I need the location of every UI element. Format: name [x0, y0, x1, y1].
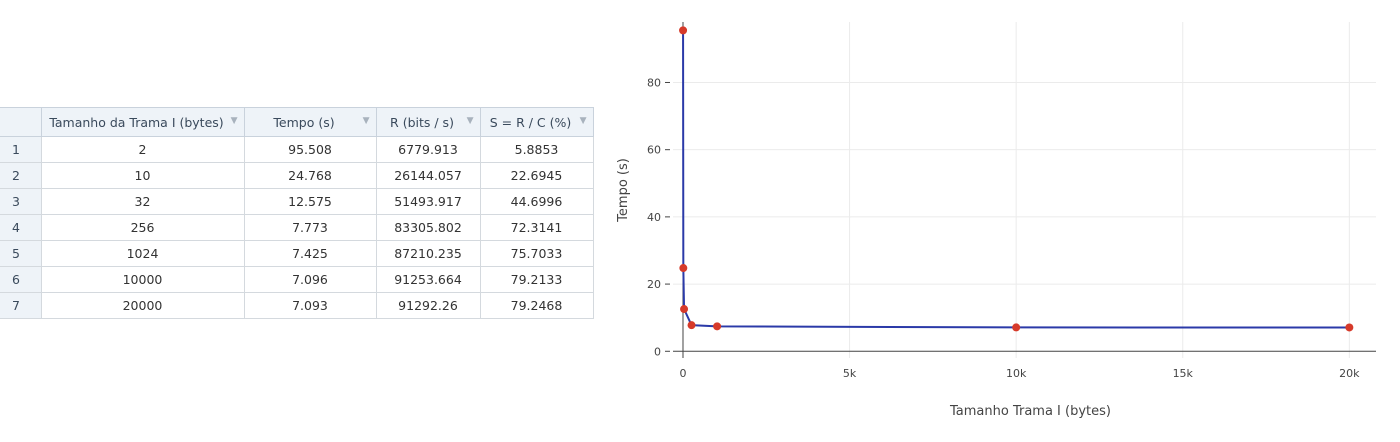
x-tick-label: 5k	[843, 367, 857, 380]
data-point[interactable]	[680, 305, 689, 314]
y-tick-label: 40	[647, 211, 661, 224]
table-row[interactable]: 1 2 95.508 6779.913 5.8853	[0, 136, 594, 163]
y-tick-label: 0	[654, 345, 661, 358]
sort-arrow-icon[interactable]: ▼	[466, 116, 474, 126]
sort-arrow-icon[interactable]: ▼	[230, 116, 238, 126]
row-index: 7	[0, 292, 42, 319]
table-cell[interactable]: 2	[40, 136, 245, 163]
table-cell[interactable]: 83305.802	[375, 214, 481, 241]
column-header-r[interactable]: R (bits / s) ▼	[375, 107, 481, 137]
chart-axes	[665, 22, 1376, 358]
table-cell[interactable]: 7.773	[243, 214, 377, 241]
data-table: Tamanho da Trama I (bytes) ▼ Tempo (s) ▼ R…	[0, 107, 594, 319]
table-cell[interactable]: 7.425	[243, 240, 377, 267]
column-header-tempo[interactable]: Tempo (s) ▼	[243, 107, 377, 137]
data-point[interactable]	[679, 264, 688, 273]
table-cell[interactable]: 95.508	[243, 136, 377, 163]
row-index: 6	[0, 266, 42, 293]
table-row[interactable]: 5 1024 7.425 87210.235 75.7033	[0, 240, 594, 267]
x-tick-label: 10k	[1006, 367, 1027, 380]
table-cell[interactable]: 87210.235	[375, 240, 481, 267]
x-tick-label: 0	[679, 367, 686, 380]
y-tick-label: 20	[647, 278, 661, 291]
chart-labels: 0 5k 10k 15k 20k 0 20 40 60 80 Tamanho Trama I (by…	[616, 76, 1360, 419]
table-cell[interactable]: 20000	[40, 292, 245, 319]
data-point[interactable]	[687, 321, 696, 330]
table-row[interactable]: 4 256 7.773 83305.802 72.3141	[0, 214, 594, 241]
data-point[interactable]	[1345, 323, 1354, 332]
column-header-s[interactable]: S = R / C (%) ▼	[479, 107, 594, 137]
sort-arrow-icon[interactable]: ▼	[362, 116, 370, 126]
table-cell[interactable]: 91292.26	[375, 292, 481, 319]
column-header-label: R (bits / s)	[390, 114, 454, 130]
column-header-label: S = R / C (%)	[489, 114, 572, 130]
table-cell[interactable]: 32	[40, 188, 245, 215]
row-index: 5	[0, 240, 42, 267]
data-point[interactable]	[679, 26, 688, 35]
table-cell[interactable]: 5.8853	[479, 136, 594, 163]
table-cell[interactable]: 51493.917	[375, 188, 481, 215]
header-row: Tamanho da Trama I (bytes) ▼ Tempo (s) ▼ R…	[0, 107, 594, 137]
column-header-tamanho[interactable]: Tamanho da Trama I (bytes) ▼	[40, 107, 245, 137]
table-row[interactable]: 2 10 24.768 26144.057 22.6945	[0, 162, 594, 189]
row-index: 1	[0, 136, 42, 163]
table-row[interactable]: 7 20000 7.093 91292.26 79.2468	[0, 292, 594, 319]
y-tick-label: 80	[647, 76, 661, 89]
chart-grid	[673, 22, 1376, 358]
x-tick-label: 20k	[1339, 367, 1360, 380]
column-header-label: Tamanho da Trama I (bytes)	[49, 114, 224, 130]
table-cell[interactable]: 24.768	[243, 162, 377, 189]
table-cell[interactable]: 10	[40, 162, 245, 189]
table-row[interactable]: 3 32 12.575 51493.917 44.6996	[0, 188, 594, 215]
y-axis-title: Tempo (s)	[616, 158, 631, 223]
column-header-label: Tempo (s)	[273, 114, 335, 130]
x-tick-label: 15k	[1173, 367, 1194, 380]
y-tick-label: 60	[647, 144, 661, 157]
table-cell[interactable]: 10000	[40, 266, 245, 293]
data-point[interactable]	[713, 322, 722, 331]
table-row[interactable]: 6 10000 7.096 91253.664 79.2133	[0, 266, 594, 293]
chart-series[interactable]	[679, 26, 1354, 332]
x-axis-title: Tamanho Trama I (bytes)	[949, 404, 1111, 419]
sort-arrow-icon[interactable]: ▼	[579, 116, 587, 126]
table-cell[interactable]: 75.7033	[479, 240, 594, 267]
table-cell[interactable]: 79.2468	[479, 292, 594, 319]
row-index-header	[0, 107, 42, 137]
row-index: 2	[0, 162, 42, 189]
data-point[interactable]	[1012, 323, 1021, 332]
table-cell[interactable]: 26144.057	[375, 162, 481, 189]
table-cell[interactable]: 7.093	[243, 292, 377, 319]
